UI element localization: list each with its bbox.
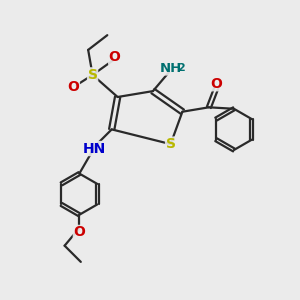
Text: NH: NH	[160, 62, 182, 75]
Text: O: O	[109, 50, 121, 64]
Text: O: O	[74, 225, 85, 239]
Text: O: O	[210, 77, 222, 91]
Text: S: S	[166, 137, 176, 151]
Text: O: O	[68, 80, 80, 94]
Text: S: S	[88, 68, 98, 82]
Text: HN: HN	[82, 142, 106, 155]
Text: 2: 2	[177, 63, 185, 74]
